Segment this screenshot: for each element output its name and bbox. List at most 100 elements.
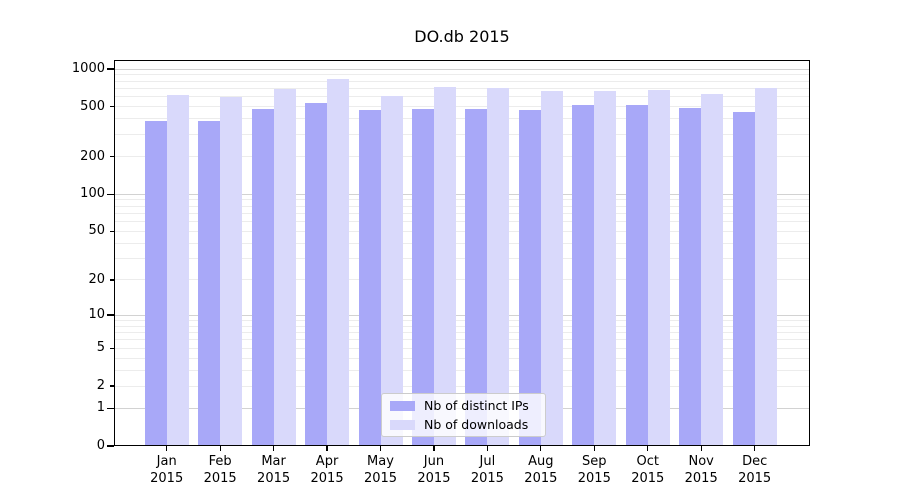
minor-gridline bbox=[114, 319, 810, 321]
minor-gridline bbox=[114, 258, 810, 260]
bar-distinct-ips-jun bbox=[411, 109, 434, 446]
legend-item-distinct-ips: Nb of distinct IPs bbox=[390, 398, 537, 413]
x-tick-label: Sep 2015 bbox=[577, 454, 611, 486]
minor-gridline bbox=[114, 347, 810, 349]
legend-swatch-downloads bbox=[390, 419, 415, 430]
bar-distinct-ips-aug bbox=[518, 109, 541, 446]
x-tick-label: May 2015 bbox=[363, 454, 398, 486]
major-gridline bbox=[114, 68, 810, 70]
minor-gridline bbox=[114, 212, 810, 214]
y-tick-mark bbox=[110, 385, 114, 387]
legend: Nb of distinct IPs Nb of downloads bbox=[381, 393, 546, 437]
y-tick-label: 100 bbox=[80, 186, 105, 202]
plot-area bbox=[114, 60, 810, 446]
y-tick-label: 500 bbox=[80, 98, 105, 114]
bar-downloads-sep bbox=[594, 90, 617, 446]
minor-gridline bbox=[114, 74, 810, 76]
x-tick-label: Oct 2015 bbox=[631, 454, 665, 486]
minor-gridline bbox=[114, 369, 810, 371]
minor-gridline bbox=[114, 332, 810, 334]
bar-downloads-aug bbox=[540, 91, 563, 446]
x-tick-label: Nov 2015 bbox=[684, 454, 718, 486]
legend-label-downloads: Nb of downloads bbox=[424, 417, 529, 432]
y-tick-mark bbox=[107, 314, 114, 316]
y-tick-label: 200 bbox=[80, 148, 105, 164]
minor-gridline bbox=[114, 80, 810, 82]
bar-distinct-ips-mar bbox=[251, 108, 274, 446]
minor-gridline bbox=[114, 87, 810, 89]
x-tick-mark bbox=[166, 446, 168, 451]
minor-gridline bbox=[114, 357, 810, 359]
minor-gridline bbox=[114, 106, 810, 108]
minor-gridline bbox=[114, 199, 810, 201]
y-tick-mark bbox=[110, 155, 114, 158]
minor-gridline bbox=[114, 221, 810, 223]
bar-downloads-dec bbox=[754, 88, 777, 446]
legend-item-downloads: Nb of downloads bbox=[390, 417, 537, 432]
y-tick-label: 10 bbox=[88, 307, 105, 323]
major-gridline bbox=[114, 314, 810, 316]
bar-downloads-mar bbox=[273, 89, 296, 446]
bar-distinct-ips-apr bbox=[305, 103, 328, 446]
x-tick-mark bbox=[700, 446, 702, 451]
y-tick-mark bbox=[110, 230, 114, 233]
y-tick-label: 2 bbox=[96, 378, 105, 394]
x-tick-label: Jul 2015 bbox=[470, 454, 504, 486]
y-tick-mark bbox=[110, 279, 114, 281]
major-gridline bbox=[114, 193, 810, 195]
minor-gridline bbox=[114, 339, 810, 341]
x-tick-label: Feb 2015 bbox=[203, 454, 237, 486]
x-tick-label: Dec 2015 bbox=[738, 454, 772, 486]
minor-gridline bbox=[114, 385, 810, 387]
bar-distinct-ips-feb bbox=[198, 120, 221, 446]
bar-distinct-ips-dec bbox=[732, 111, 755, 446]
minor-gridline bbox=[114, 205, 810, 207]
chart-title: DO.db 2015 bbox=[414, 27, 510, 46]
x-tick-mark bbox=[647, 446, 649, 451]
x-tick-mark bbox=[754, 446, 756, 451]
y-tick-mark bbox=[107, 193, 114, 195]
x-tick-label: Aug 2015 bbox=[524, 454, 558, 486]
minor-gridline bbox=[114, 118, 810, 120]
y-tick-label: 1000 bbox=[71, 60, 105, 76]
bar-downloads-jan bbox=[166, 95, 189, 446]
minor-gridline bbox=[114, 242, 810, 244]
x-tick-mark bbox=[219, 446, 221, 451]
y-tick-label: 50 bbox=[88, 223, 105, 239]
y-tick-label: 1 bbox=[96, 400, 105, 416]
minor-gridline bbox=[114, 156, 810, 158]
y-tick-mark bbox=[107, 68, 114, 70]
x-tick-mark bbox=[486, 446, 489, 451]
bar-distinct-ips-sep bbox=[572, 105, 595, 446]
x-tick-mark bbox=[272, 446, 275, 451]
bar-downloads-apr bbox=[327, 78, 350, 446]
bar-downloads-nov bbox=[701, 93, 724, 446]
y-tick-label: 0 bbox=[96, 438, 105, 453]
bar-distinct-ips-jul bbox=[465, 109, 488, 446]
x-tick-label: Mar 2015 bbox=[257, 454, 291, 486]
y-tick-mark bbox=[107, 445, 114, 447]
y-tick-label: 5 bbox=[96, 340, 105, 356]
legend-swatch-distinct-ips bbox=[390, 400, 415, 411]
bar-distinct-ips-oct bbox=[625, 104, 648, 446]
minor-gridline bbox=[114, 325, 810, 327]
y-tick-mark bbox=[107, 407, 114, 409]
bar-downloads-jul bbox=[487, 88, 510, 446]
minor-gridline bbox=[114, 230, 810, 232]
x-tick-label: Apr 2015 bbox=[310, 454, 344, 486]
x-tick-mark bbox=[379, 446, 382, 451]
bar-distinct-ips-may bbox=[358, 110, 381, 446]
bar-distinct-ips-nov bbox=[679, 107, 702, 446]
y-tick-mark bbox=[110, 106, 114, 108]
legend-label-distinct-ips: Nb of distinct IPs bbox=[424, 398, 529, 413]
y-tick-label: 20 bbox=[88, 271, 105, 287]
minor-gridline bbox=[114, 134, 810, 136]
bar-downloads-jun bbox=[433, 86, 456, 446]
bar-downloads-may bbox=[380, 95, 403, 446]
x-tick-mark bbox=[593, 446, 595, 451]
x-tick-mark bbox=[433, 446, 435, 451]
bar-distinct-ips-jan bbox=[144, 121, 167, 446]
minor-gridline bbox=[114, 96, 810, 98]
x-tick-mark bbox=[540, 446, 542, 451]
